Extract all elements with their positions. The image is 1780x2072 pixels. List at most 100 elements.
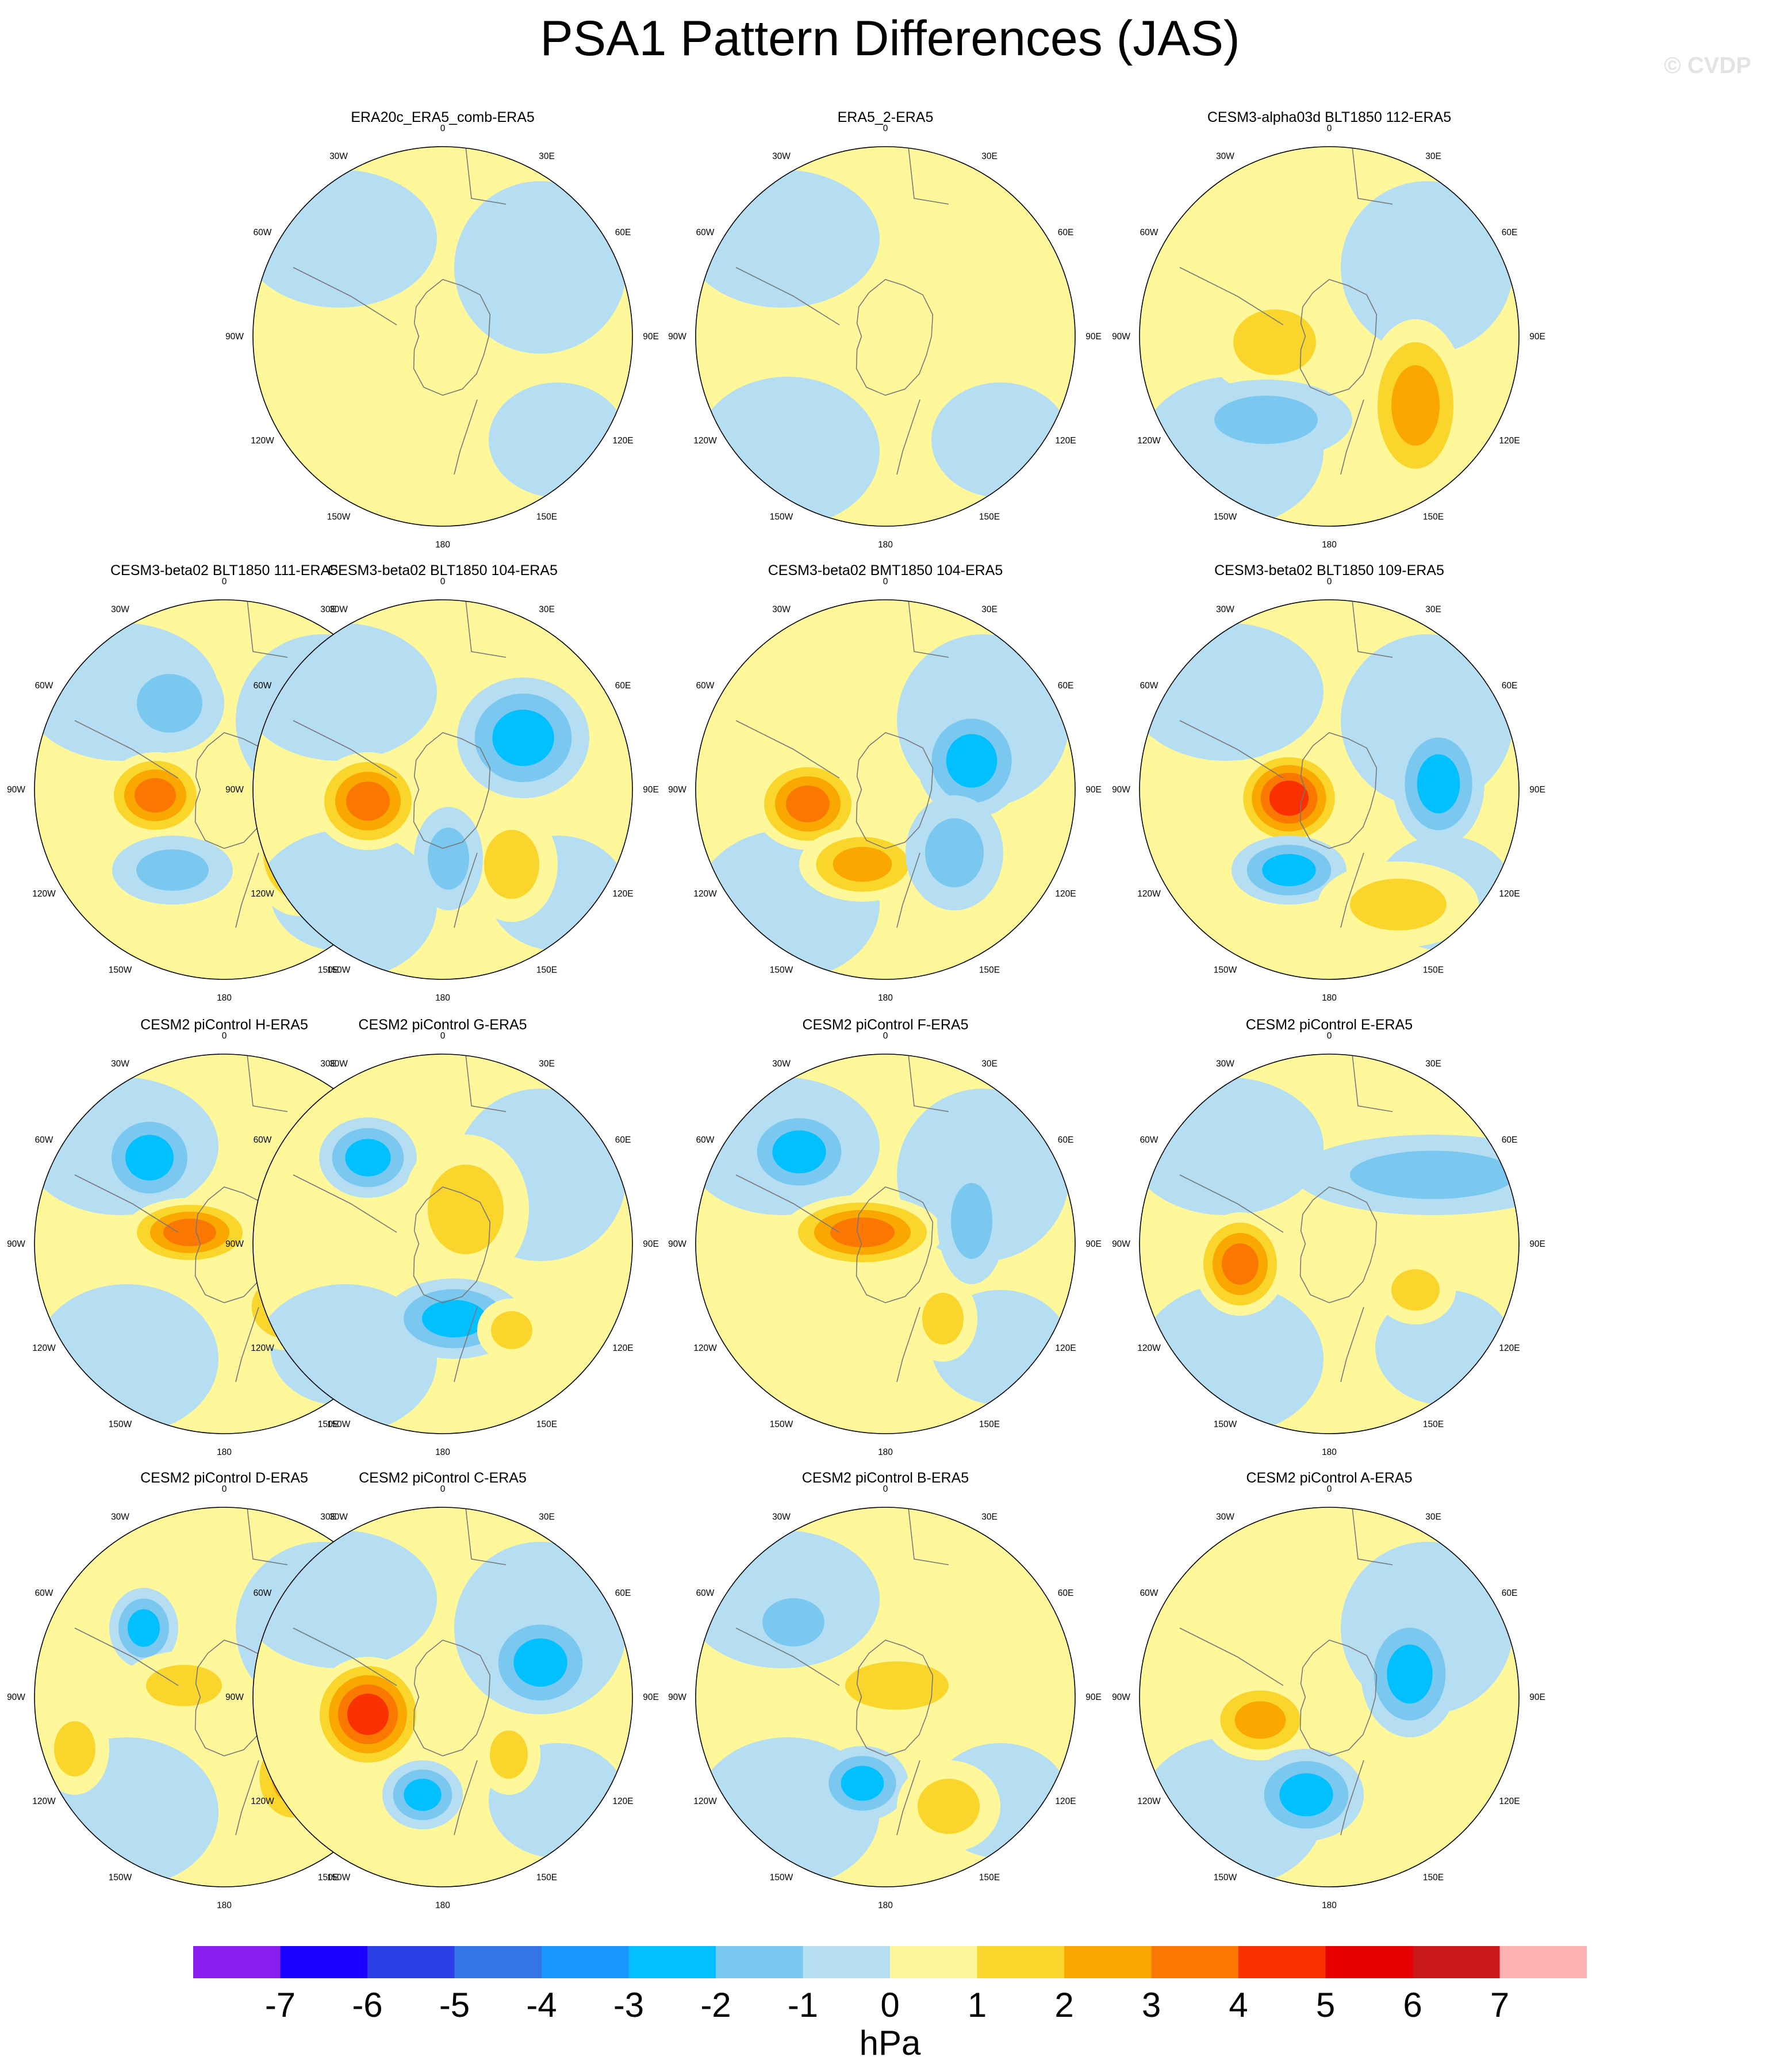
colorbar-tick: 3	[1141, 1986, 1161, 2024]
positive-anomaly-contour	[146, 1665, 222, 1706]
field-background	[696, 600, 1075, 979]
negative-anomaly-contour	[136, 849, 209, 891]
panel-title: CESM2 piControl B-ERA5	[801, 1470, 969, 1486]
positive-anomaly-contour	[484, 830, 539, 899]
colorbar-swatch	[977, 1946, 1065, 1978]
polar-map: 0 30E 60E 90E 120E 150E 180 150W 120W 90W 60W 30W	[668, 1484, 1102, 1910]
negative-anomaly-contour	[422, 1300, 486, 1338]
negative-anomaly-contour	[345, 1139, 391, 1177]
negative-anomaly-contour	[772, 1130, 826, 1174]
longitude-label: 30W	[329, 1512, 348, 1522]
colorbar-swatch	[1413, 1946, 1500, 1978]
longitude-label: 120W	[32, 889, 56, 899]
map-border	[1139, 1054, 1520, 1434]
longitude-label: 150W	[1214, 512, 1237, 522]
longitude-label: 90W	[7, 1692, 25, 1702]
panel-title: ERA20c_ERA5_comb-ERA5	[351, 109, 535, 125]
longitude-label: 90W	[1112, 785, 1130, 795]
negative-anomaly-region	[696, 377, 880, 526]
colorbar-tick: 5	[1315, 1986, 1336, 2024]
colorbar-swatch	[367, 1946, 455, 1978]
longitude-label: 60E	[615, 1588, 631, 1598]
negative-anomaly-contour	[925, 818, 984, 887]
longitude-label: 60W	[696, 681, 715, 691]
longitude-label: 30E	[981, 605, 998, 615]
negative-anomaly-contour	[1417, 754, 1460, 814]
field-background	[253, 1507, 632, 1887]
longitude-label: 30W	[772, 152, 791, 162]
map-panel: CESM3-beta02 BLT1850 109-ERA5 0 30E 60E 90E 1…	[1111, 562, 1548, 1017]
longitude-label: 150W	[770, 512, 793, 522]
negative-anomaly-contour	[125, 1135, 174, 1181]
longitude-label: 180	[1322, 993, 1337, 1003]
longitude-label: 180	[1322, 1901, 1337, 1910]
field-background	[1140, 1507, 1519, 1887]
longitude-label: 60W	[696, 1588, 715, 1598]
longitude-label: 120W	[251, 1343, 274, 1353]
longitude-label: 30E	[320, 605, 336, 615]
negative-anomaly-region	[1140, 623, 1324, 761]
colorbar-swatch	[890, 1946, 977, 1978]
negative-anomaly-region	[454, 181, 627, 354]
positive-anomaly-contour	[1391, 1269, 1440, 1311]
longitude-label: 150W	[327, 1420, 351, 1430]
positive-anomaly-contour	[1350, 879, 1447, 930]
positive-anomaly-contour	[833, 847, 892, 882]
longitude-label: 120E	[1055, 889, 1076, 899]
coastline	[1299, 1186, 1378, 1304]
panel-title: CESM3-alpha03d BLT1850 112-ERA5	[1207, 109, 1452, 125]
colorbar-swatch	[454, 1946, 542, 1978]
negative-anomaly-region	[253, 1530, 437, 1668]
panel-title: CESM3-beta02 BMT1850 104-ERA5	[768, 562, 1003, 579]
longitude-label: 150E	[1423, 512, 1444, 522]
longitude-label: 60E	[615, 1135, 631, 1145]
longitude-label: 0	[222, 1031, 227, 1041]
negative-anomaly-contour	[128, 1609, 160, 1647]
negative-anomaly-region	[1341, 181, 1513, 354]
coastline	[413, 1640, 491, 1757]
negative-anomaly-contour	[1350, 1151, 1516, 1199]
positive-anomaly-contour	[347, 1694, 389, 1735]
longitude-label: 90W	[1112, 1692, 1130, 1702]
colorbar-tick: -1	[787, 1986, 819, 2024]
polar-map: 0 30E 60E 90E 120E 150E 180 150W 120W 90W 60W 30W	[1112, 1484, 1545, 1910]
panel-title: CESM2 piControl H-ERA5	[140, 1017, 308, 1033]
longitude-label: 180	[435, 1447, 450, 1457]
positive-anomaly-contour	[1391, 365, 1440, 446]
longitude-label: 60W	[254, 681, 272, 691]
panel-title: CESM2 piControl D-ERA5	[140, 1470, 308, 1486]
colorbar-swatch	[193, 1946, 281, 1978]
longitude-label: 60E	[1058, 681, 1074, 691]
colorbar-swatch	[280, 1946, 368, 1978]
longitude-label: 120E	[612, 1797, 633, 1806]
longitude-label: 150W	[109, 966, 132, 975]
polar-map: 0 30E 60E 90E 120E 150E 180 150W 120W 90W 60W 30W	[1112, 124, 1545, 550]
longitude-label: 30E	[1425, 605, 1441, 615]
longitude-label: 180	[435, 1901, 450, 1910]
longitude-label: 0	[440, 1484, 446, 1494]
longitude-label: 120W	[1137, 1343, 1161, 1353]
longitude-label: 120E	[612, 889, 633, 899]
map-panel: CESM3-beta02 BMT1850 104-ERA5 0 30E 60E 90E 1…	[667, 562, 1104, 1017]
map-panel: ERA20c_ERA5_comb-ERA5 0 30E 60E 90E 120E 150E 1…	[224, 109, 661, 564]
longitude-label: 30E	[981, 1059, 998, 1069]
longitude-label: 180	[217, 1447, 232, 1457]
colorbar-tick: 2	[1054, 1986, 1074, 2024]
longitude-label: 0	[883, 1031, 888, 1041]
positive-anomaly-contour	[163, 1219, 216, 1246]
longitude-label: 30W	[1216, 1059, 1234, 1069]
polar-map: 0 30E 60E 90E 120E 150E 180 150W 120W 90W 60W 30W	[668, 577, 1102, 1003]
coastline	[413, 1186, 491, 1304]
negative-anomaly-contour	[1279, 1773, 1333, 1817]
longitude-label: 30W	[111, 605, 129, 615]
longitude-label: 30E	[539, 605, 555, 615]
map-panel: ERA5_2-ERA5 0 30E 60E 90E 120E 150E 180 150W 120W…	[667, 109, 1104, 564]
colorbar-tick: 1	[967, 1986, 987, 2024]
longitude-label: 150E	[979, 512, 1000, 522]
coastline	[74, 1054, 288, 1382]
longitude-label: 30W	[772, 605, 791, 615]
colorbar-tick: -7	[264, 1986, 296, 2024]
map-panel: CESM2 piControl G-ERA5 0 30E 60E 90E 120E 150E…	[224, 1017, 661, 1471]
longitude-label: 120E	[1499, 1343, 1520, 1353]
coastline	[1299, 279, 1378, 396]
